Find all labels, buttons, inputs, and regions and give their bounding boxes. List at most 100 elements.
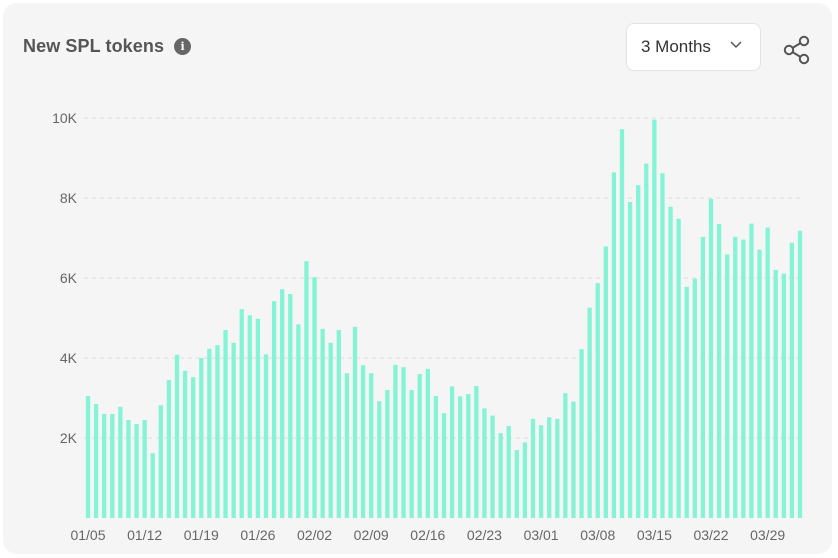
bar[interactable] (296, 324, 301, 518)
bar[interactable] (684, 286, 689, 518)
bar[interactable] (676, 218, 681, 519)
bar[interactable] (409, 390, 414, 518)
bar[interactable] (708, 198, 714, 519)
bar[interactable] (781, 273, 786, 518)
bar[interactable] (773, 270, 778, 518)
bar[interactable] (385, 390, 390, 518)
bar[interactable] (118, 406, 123, 518)
bar[interactable] (765, 227, 770, 518)
x-tick-label: 02/16 (410, 527, 445, 543)
bar[interactable] (449, 386, 455, 518)
bar[interactable] (636, 185, 641, 518)
bar[interactable] (716, 224, 722, 518)
x-tick-label: 03/22 (693, 527, 728, 543)
bar[interactable] (166, 380, 172, 518)
bar[interactable] (377, 401, 382, 518)
bars (85, 119, 803, 519)
bar[interactable] (393, 364, 398, 518)
bar[interactable] (425, 368, 430, 518)
bar[interactable] (191, 377, 196, 518)
bar[interactable] (514, 450, 519, 518)
bar[interactable] (474, 386, 479, 518)
bar[interactable] (458, 396, 463, 518)
bar[interactable] (757, 249, 762, 518)
bar[interactable] (725, 254, 730, 518)
bar[interactable] (126, 420, 131, 518)
bar[interactable] (579, 349, 584, 518)
bar[interactable] (352, 326, 358, 518)
bar[interactable] (312, 277, 317, 518)
bar[interactable] (563, 393, 568, 518)
bar[interactable] (102, 414, 107, 518)
x-tick-label: 02/23 (467, 527, 502, 543)
bar[interactable] (182, 370, 188, 518)
bar[interactable] (280, 289, 285, 518)
bar[interactable] (174, 354, 180, 518)
bar[interactable] (433, 396, 439, 518)
bar[interactable] (417, 374, 422, 518)
bar[interactable] (692, 278, 697, 518)
bar[interactable] (611, 172, 617, 518)
bar[interactable] (134, 424, 139, 518)
bar[interactable] (660, 173, 665, 518)
bar[interactable] (110, 414, 115, 518)
bar[interactable] (231, 342, 236, 518)
bar[interactable] (199, 358, 204, 518)
x-tick-label: 03/29 (750, 527, 785, 543)
bar[interactable] (700, 236, 706, 519)
bar[interactable] (741, 239, 746, 518)
bar[interactable] (207, 348, 212, 518)
bar[interactable] (482, 408, 487, 518)
bar[interactable] (603, 246, 608, 518)
bar[interactable] (85, 396, 91, 518)
bar[interactable] (401, 367, 406, 518)
bar[interactable] (619, 129, 625, 518)
bar[interactable] (789, 242, 795, 519)
bar[interactable] (587, 307, 592, 518)
info-icon[interactable]: i (174, 38, 192, 55)
x-tick-label: 01/19 (184, 527, 219, 543)
bar[interactable] (466, 394, 471, 518)
bar[interactable] (498, 433, 503, 518)
bar[interactable] (797, 230, 803, 519)
bar[interactable] (490, 415, 495, 518)
bar[interactable] (360, 365, 366, 518)
bar[interactable] (644, 163, 649, 518)
bar[interactable] (555, 418, 560, 518)
bar[interactable] (336, 330, 341, 518)
bar[interactable] (571, 401, 576, 518)
bar[interactable] (271, 301, 277, 518)
bar[interactable] (93, 404, 99, 518)
bar[interactable] (239, 309, 244, 518)
bar[interactable] (441, 413, 447, 518)
bar[interactable] (320, 328, 325, 518)
bar[interactable] (247, 315, 252, 518)
bar[interactable] (369, 373, 374, 518)
bar[interactable] (288, 294, 293, 518)
bar[interactable] (304, 261, 309, 518)
bar[interactable] (158, 405, 163, 518)
bar[interactable] (263, 354, 269, 518)
y-axis-ticks: 2K 4K 6K 8K 10K (52, 110, 78, 446)
bar[interactable] (652, 119, 657, 518)
bar[interactable] (223, 330, 228, 518)
bar[interactable] (142, 420, 147, 518)
bar[interactable] (522, 442, 528, 518)
bar[interactable] (749, 223, 754, 518)
bar[interactable] (328, 342, 333, 518)
bar[interactable] (595, 283, 600, 518)
chart-header: New SPL tokens i (23, 36, 192, 57)
bar[interactable] (733, 236, 738, 519)
bar[interactable] (547, 417, 552, 518)
bar[interactable] (506, 426, 511, 518)
bar[interactable] (627, 202, 633, 518)
period-dropdown[interactable]: 3 Months (626, 23, 761, 71)
bar[interactable] (538, 425, 544, 518)
bar[interactable] (255, 318, 261, 518)
bar[interactable] (668, 206, 673, 519)
bar[interactable] (150, 453, 155, 518)
bar[interactable] (215, 345, 220, 518)
bar[interactable] (344, 373, 350, 518)
share-icon[interactable] (783, 35, 811, 65)
bar[interactable] (530, 418, 536, 518)
